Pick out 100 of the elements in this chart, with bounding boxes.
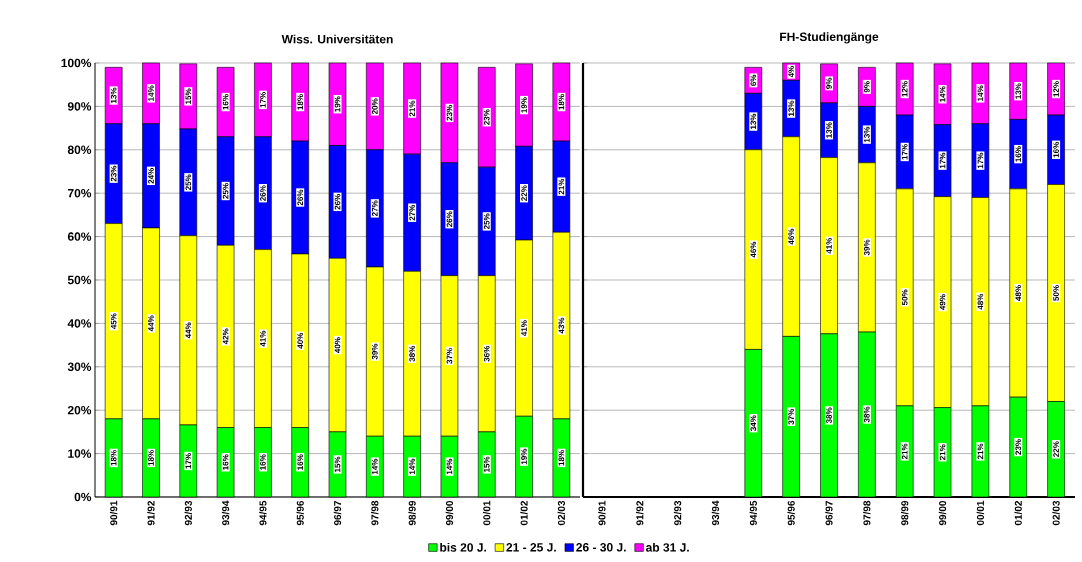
- x-tick-label: 97/98: [371, 500, 379, 526]
- data-label: 13%: [1015, 83, 1022, 99]
- data-label: 48%: [977, 293, 984, 310]
- x-tick-label: 00/01: [976, 500, 985, 526]
- data-label: 12%: [901, 81, 908, 97]
- data-label: 17%: [185, 453, 192, 469]
- x-tick-label: 99/00: [938, 500, 947, 526]
- data-label: 44%: [185, 322, 192, 339]
- data-label: 42%: [222, 328, 229, 345]
- legend-label: 26 - 30 J.: [576, 543, 626, 552]
- data-label: 34%: [750, 415, 757, 432]
- data-label: 17%: [901, 144, 908, 160]
- y-tick-label: 20%: [67, 405, 92, 415]
- data-label: 44%: [148, 315, 154, 332]
- data-label: 43%: [558, 317, 565, 334]
- y-tick-label: 100%: [61, 58, 92, 68]
- y-tick-label: 80%: [67, 145, 92, 155]
- y-tick-label: 70%: [67, 188, 92, 198]
- data-label: 13%: [826, 122, 832, 138]
- data-label: 46%: [788, 228, 794, 245]
- x-tick-label: 98/99: [900, 500, 909, 526]
- data-label: 14%: [939, 86, 946, 102]
- data-label: 13%: [750, 113, 757, 130]
- data-label: 50%: [1053, 285, 1059, 301]
- y-tick-label: 60%: [67, 232, 92, 241]
- data-label: 9%: [826, 77, 832, 89]
- data-label: 18%: [110, 450, 117, 466]
- data-label: 25%: [185, 174, 192, 191]
- data-label: 18%: [558, 450, 565, 466]
- data-label: 21%: [977, 443, 984, 460]
- data-label: 25%: [483, 213, 490, 230]
- data-label: 26%: [297, 189, 304, 206]
- data-label: 41%: [260, 330, 266, 347]
- legend-label: bis 20 J.: [440, 542, 486, 552]
- x-tick-label: 01/02: [1014, 500, 1022, 526]
- data-label: 26%: [334, 194, 341, 210]
- chart-title: FH-Studiengänge: [780, 32, 879, 44]
- data-label: 13%: [110, 87, 117, 104]
- y-tick-label: 0%: [74, 492, 92, 502]
- data-label: 15%: [483, 456, 490, 472]
- data-label: 41%: [521, 320, 527, 337]
- legend-label: ab 31 J.: [645, 542, 689, 552]
- x-tick-label: 02/03: [557, 500, 566, 526]
- x-tick-label: 96/97: [333, 500, 342, 526]
- x-tick-label: 92/93: [184, 500, 193, 526]
- data-label: 16%: [222, 454, 229, 470]
- x-tick-label: 02/03: [1052, 500, 1060, 526]
- data-label: 17%: [977, 152, 984, 169]
- data-label: 6%: [750, 74, 757, 86]
- data-label: 22%: [521, 185, 527, 201]
- data-label: 22%: [1053, 441, 1059, 457]
- data-label: 49%: [939, 294, 946, 310]
- x-tick-label: 93/94: [221, 500, 230, 526]
- data-label: 23%: [446, 105, 453, 121]
- x-tick-label: 96/97: [825, 500, 833, 526]
- data-label: 17%: [939, 152, 946, 169]
- data-label: 14%: [977, 85, 984, 101]
- x-tick-label: 91/92: [147, 500, 155, 526]
- data-label: 37%: [788, 408, 794, 425]
- data-label: 20%: [371, 98, 378, 115]
- data-label: 16%: [1053, 142, 1059, 158]
- data-label: 14%: [148, 85, 154, 101]
- data-label: 23%: [483, 109, 490, 125]
- data-label: 45%: [110, 313, 117, 330]
- data-label: 27%: [409, 204, 415, 221]
- data-label: 13%: [788, 100, 794, 117]
- data-label: 26%: [446, 211, 453, 227]
- data-label: 16%: [1015, 146, 1022, 162]
- data-label: 18%: [558, 94, 565, 110]
- data-label: 16%: [260, 454, 266, 470]
- data-label: 46%: [750, 241, 757, 258]
- x-tick-label: 90/91: [109, 500, 118, 526]
- data-label: 38%: [864, 406, 870, 423]
- data-label: 16%: [222, 94, 229, 110]
- data-label: 38%: [409, 345, 415, 362]
- x-tick-label: 00/01: [483, 500, 491, 526]
- data-label: 26%: [260, 185, 266, 201]
- chart-title: Wiss. Universitäten: [281, 34, 393, 44]
- x-tick-label: 95/96: [296, 500, 304, 526]
- data-label: 14%: [372, 458, 378, 475]
- data-label: 12%: [1053, 81, 1059, 97]
- y-tick-label: 90%: [67, 102, 92, 111]
- x-tick-label: 95/96: [787, 500, 795, 526]
- data-label: 25%: [222, 183, 229, 199]
- data-label: 14%: [409, 458, 415, 475]
- x-tick-label: 94/95: [749, 500, 758, 526]
- data-label: 15%: [185, 88, 192, 104]
- data-label: 36%: [483, 345, 490, 362]
- legend-label: 21 - 25 J.: [506, 543, 556, 552]
- data-label: 4%: [788, 66, 794, 78]
- data-label: 17%: [260, 92, 266, 108]
- data-label: 9%: [864, 81, 870, 93]
- y-tick-label: 40%: [67, 319, 92, 328]
- data-label: 16%: [297, 454, 304, 470]
- x-tick-label: 92/93: [673, 500, 682, 526]
- data-label: 24%: [148, 168, 154, 184]
- x-tick-label: 99/00: [445, 500, 454, 526]
- data-label: 39%: [371, 343, 378, 360]
- x-tick-label: 94/95: [259, 500, 267, 526]
- x-tick-label: 01/02: [520, 500, 528, 526]
